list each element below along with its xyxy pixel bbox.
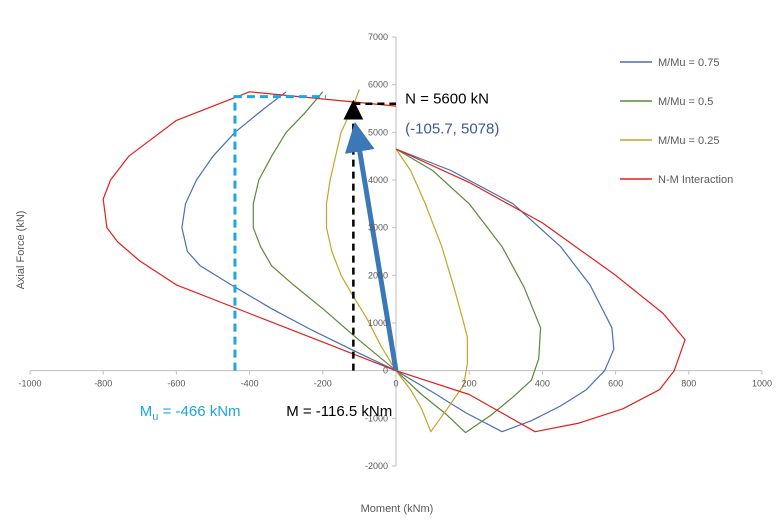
legend: M/Mu = 0.75 M/Mu = 0.5 M/Mu = 0.25 N-M Inte… <box>620 57 733 186</box>
y-tick-label: 5000 <box>368 127 388 137</box>
x-tick-label: 200 <box>462 379 477 389</box>
annotation-label-4: Mu = -466 kNm <box>140 403 241 423</box>
x-tick-label: -1000 <box>18 379 41 389</box>
x-tick-label: 800 <box>681 379 696 389</box>
series-line-1 <box>181 91 615 433</box>
x-tick-label: 400 <box>535 379 550 389</box>
x-tick-label: -800 <box>94 379 112 389</box>
axes <box>29 36 763 467</box>
x-tick-label: 1000 <box>752 379 772 389</box>
x-axis-title: Moment (kNm) <box>361 503 434 515</box>
y-tick-label: 3000 <box>368 223 388 233</box>
y-axis-title: Axial Force (kN) <box>15 211 27 290</box>
y-tick-label: 6000 <box>368 80 388 90</box>
x-tick-label: 600 <box>608 379 623 389</box>
annotation-layer: N = 5600 kN (-105.7, 5078) M = -116.5 kNm M… <box>140 91 500 423</box>
series-line-2 <box>252 91 542 434</box>
annotation-subscript: u <box>152 411 158 423</box>
y-tick-label: 2000 <box>368 270 388 280</box>
annotation-label-1: N = 5600 kN <box>405 91 489 108</box>
annotation-label-2: (-105.7, 5078) <box>405 120 499 137</box>
x-tick-label: -200 <box>314 379 332 389</box>
legend-label: M/Mu = 0.5 <box>658 96 713 108</box>
annotation-rest: = -466 kNm <box>158 403 240 420</box>
x-tick-label: -400 <box>241 379 259 389</box>
series-layer <box>102 89 686 434</box>
x-tick-label: 0 <box>393 379 398 389</box>
tick-layer: -1000 -800 -600 -400 -200 0 200 400 600 800 1000-2… <box>18 32 772 471</box>
series-line-4 <box>102 91 686 433</box>
legend-label: M/Mu = 0.25 <box>658 135 719 147</box>
y-tick-label: 4000 <box>368 175 388 185</box>
y-tick-label: -2000 <box>365 461 388 471</box>
mu-guide-line <box>233 95 326 371</box>
y-tick-label: -1000 <box>365 413 388 423</box>
legend-label: M/Mu = 0.75 <box>658 57 719 69</box>
guide-layer <box>233 95 399 372</box>
x-tick-label: -600 <box>167 379 185 389</box>
y-tick-label: 1000 <box>368 318 388 328</box>
annotation-label-3: M = -116.5 kNm <box>286 403 392 420</box>
load-path-arrow <box>344 121 399 372</box>
y-tick-label: 0 <box>383 366 388 376</box>
y-tick-label: 7000 <box>368 32 388 42</box>
series-line-3 <box>325 89 468 433</box>
annotation-main: M <box>140 403 153 420</box>
legend-label: N-M Interaction <box>658 174 733 186</box>
